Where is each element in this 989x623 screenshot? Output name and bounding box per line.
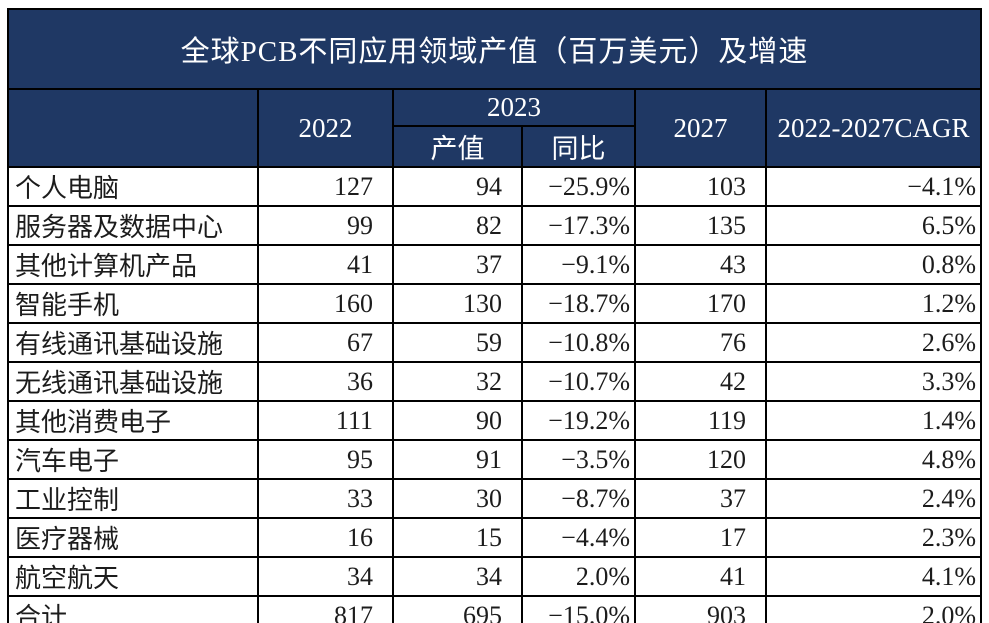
column-header-2022: 2022 — [257, 88, 394, 168]
cell-cagr: 2.0% — [764, 595, 983, 623]
cell-2027: 17 — [634, 517, 767, 558]
cell-2023-value: 37 — [392, 244, 523, 285]
column-header-2027: 2027 — [634, 88, 767, 168]
cell-category: 服务器及数据中心 — [7, 205, 259, 246]
cell-2023-yoy: −9.1% — [521, 244, 636, 285]
cell-2022: 127 — [257, 166, 394, 207]
cell-2027: 135 — [634, 205, 767, 246]
cell-2027: 103 — [634, 166, 767, 207]
cell-2023-yoy: −19.2% — [521, 400, 636, 441]
cell-2023-value: 15 — [392, 517, 523, 558]
cell-cagr: 2.6% — [764, 322, 983, 363]
cell-cagr: −4.1% — [764, 166, 983, 207]
table-row: 有线通讯基础设施 67 59 −10.8% 76 2.6% — [7, 322, 983, 363]
cell-2023-yoy: 2.0% — [521, 556, 636, 597]
cell-category: 汽车电子 — [7, 439, 259, 480]
cell-2022: 817 — [257, 595, 394, 623]
cell-2023-yoy: −18.7% — [521, 283, 636, 324]
cell-2022: 33 — [257, 478, 394, 519]
cell-2023-yoy: −25.9% — [521, 166, 636, 207]
cell-2022: 16 — [257, 517, 394, 558]
header-row-top: 2022 2023 2027 2022-2027CAGR — [7, 88, 983, 168]
cell-category: 智能手机 — [7, 283, 259, 324]
table-row: 航空航天 34 34 2.0% 41 4.1% — [7, 556, 983, 597]
cell-2022: 111 — [257, 400, 394, 441]
cell-2022: 67 — [257, 322, 394, 363]
column-header-category — [7, 88, 259, 168]
cell-2023-value: 91 — [392, 439, 523, 480]
cell-2023-value: 695 — [392, 595, 523, 623]
table-row: 无线通讯基础设施 36 32 −10.7% 42 3.3% — [7, 361, 983, 402]
cell-2023-yoy: −10.7% — [521, 361, 636, 402]
cell-2027: 42 — [634, 361, 767, 402]
table-row: 工业控制 33 30 −8.7% 37 2.4% — [7, 478, 983, 519]
cell-category: 其他计算机产品 — [7, 244, 259, 285]
cell-category: 个人电脑 — [7, 166, 259, 207]
cell-2023-value: 30 — [392, 478, 523, 519]
cell-2023-value: 94 — [392, 166, 523, 207]
cell-2023-yoy: −4.4% — [521, 517, 636, 558]
cell-2027: 43 — [634, 244, 767, 285]
cell-category: 合计 — [7, 595, 259, 623]
cell-2023-value: 32 — [392, 361, 523, 402]
table-row: 其他消费电子 111 90 −19.2% 119 1.4% — [7, 400, 983, 441]
cell-category: 其他消费电子 — [7, 400, 259, 441]
cell-cagr: 1.4% — [764, 400, 983, 441]
table-row: 服务器及数据中心 99 82 −17.3% 135 6.5% — [7, 205, 983, 246]
cell-cagr: 2.4% — [764, 478, 983, 519]
cell-2022: 36 — [257, 361, 394, 402]
cell-2023-yoy: −17.3% — [521, 205, 636, 246]
cell-cagr: 1.2% — [764, 283, 983, 324]
cell-2027: 37 — [634, 478, 767, 519]
cell-category: 有线通讯基础设施 — [7, 322, 259, 363]
cell-cagr: 2.3% — [764, 517, 983, 558]
table-row: 其他计算机产品 41 37 −9.1% 43 0.8% — [7, 244, 983, 285]
cell-category: 医疗器械 — [7, 517, 259, 558]
cell-2027: 41 — [634, 556, 767, 597]
cell-2022: 95 — [257, 439, 394, 480]
cell-2023-yoy: −8.7% — [521, 478, 636, 519]
table-row: 个人电脑 127 94 −25.9% 103 −4.1% — [7, 166, 983, 207]
cell-2023-yoy: −3.5% — [521, 439, 636, 480]
cell-2022: 160 — [257, 283, 394, 324]
title-row: 全球PCB不同应用领域产值（百万美元）及增速 — [6, 8, 983, 90]
table-row: 合计 817 695 −15.0% 903 2.0% — [7, 595, 983, 623]
cell-cagr: 0.8% — [764, 244, 983, 285]
cell-cagr: 4.1% — [764, 556, 983, 597]
column-header-2023: 2023 — [392, 88, 636, 127]
header-row-sub: 产值 同比 — [8, 125, 981, 168]
pcb-output-table: 全球PCB不同应用领域产值（百万美元）及增速 2022 2023 2027 20… — [6, 8, 983, 623]
cell-2027: 903 — [634, 595, 767, 623]
cell-2022: 99 — [257, 205, 394, 246]
table-row: 医疗器械 16 15 −4.4% 17 2.3% — [7, 517, 983, 558]
cell-2023-value: 90 — [392, 400, 523, 441]
table-body: 个人电脑 127 94 −25.9% 103 −4.1% 服务器及数据中心 99… — [7, 166, 983, 623]
cell-cagr: 3.3% — [764, 361, 983, 402]
cell-category: 无线通讯基础设施 — [7, 361, 259, 402]
cell-2027: 119 — [634, 400, 767, 441]
column-header-2023-yoy: 同比 — [521, 125, 636, 168]
column-header-cagr: 2022-2027CAGR — [764, 88, 983, 168]
cell-category: 航空航天 — [7, 556, 259, 597]
cell-2027: 120 — [634, 439, 767, 480]
cell-2023-yoy: −15.0% — [521, 595, 636, 623]
cell-2022: 41 — [257, 244, 394, 285]
table-row: 智能手机 160 130 −18.7% 170 1.2% — [7, 283, 983, 324]
cell-cagr: 4.8% — [764, 439, 983, 480]
table-row: 汽车电子 95 91 −3.5% 120 4.8% — [7, 439, 983, 480]
cell-cagr: 6.5% — [764, 205, 983, 246]
cell-2023-value: 34 — [392, 556, 523, 597]
cell-category: 工业控制 — [7, 478, 259, 519]
table-title: 全球PCB不同应用领域产值（百万美元）及增速 — [6, 8, 983, 90]
cell-2023-value: 82 — [392, 205, 523, 246]
cell-2023-value: 59 — [392, 322, 523, 363]
column-header-2023-value: 产值 — [392, 125, 523, 168]
cell-2022: 34 — [257, 556, 394, 597]
cell-2027: 170 — [634, 283, 767, 324]
cell-2023-value: 130 — [392, 283, 523, 324]
cell-2027: 76 — [634, 322, 767, 363]
cell-2023-yoy: −10.8% — [521, 322, 636, 363]
